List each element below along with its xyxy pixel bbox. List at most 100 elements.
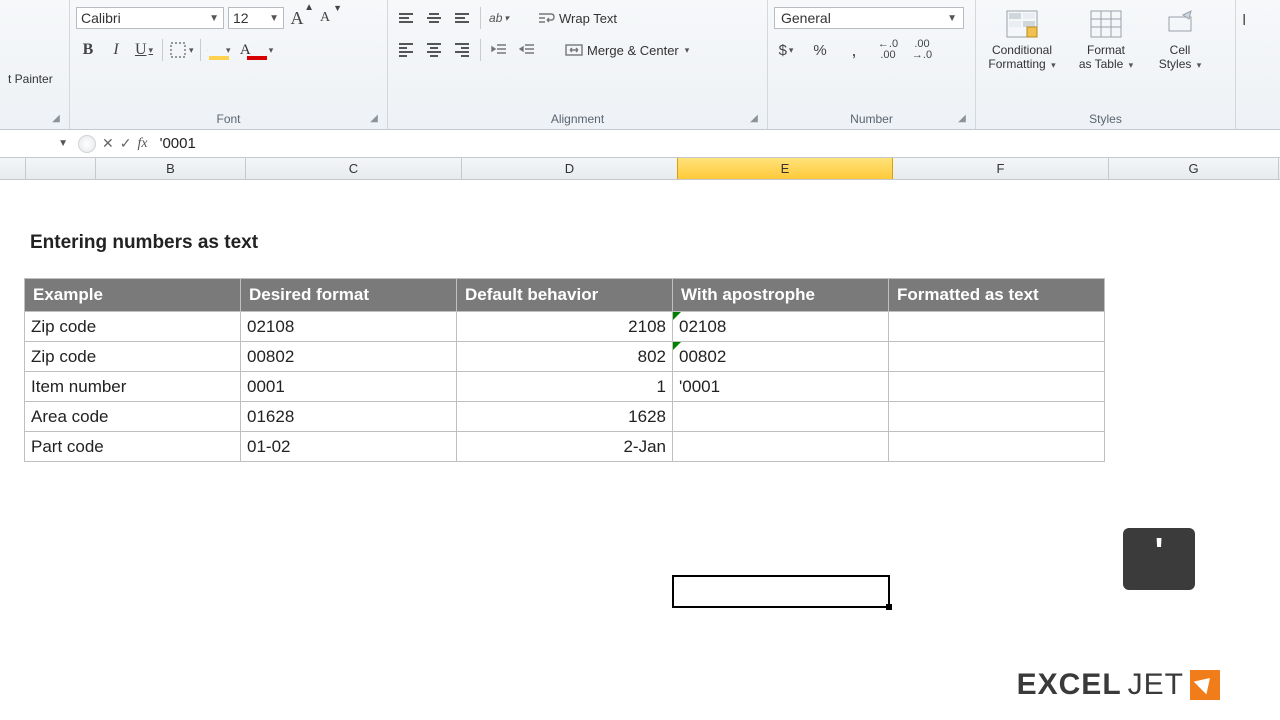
table-cell[interactable]: '0001 bbox=[673, 372, 889, 402]
font-name-value: Calibri bbox=[81, 10, 121, 26]
align-bottom-button[interactable] bbox=[450, 6, 474, 30]
fill-handle[interactable] bbox=[886, 604, 892, 610]
table-cell[interactable]: Zip code bbox=[25, 312, 241, 342]
table-cell[interactable]: 802 bbox=[457, 342, 673, 372]
table-cell[interactable]: Part code bbox=[25, 432, 241, 462]
fill-color-button[interactable]: ▾ bbox=[207, 40, 231, 60]
column-header-D[interactable]: D bbox=[462, 158, 678, 179]
table-cell[interactable] bbox=[889, 372, 1105, 402]
merge-center-button[interactable]: Merge & Center ▾ bbox=[565, 38, 689, 62]
decrease-font-size-button[interactable]: A▼ bbox=[316, 6, 340, 30]
conditional-formatting-button[interactable]: ConditionalFormatting ▾ bbox=[982, 4, 1062, 72]
table-cell[interactable]: 2108 bbox=[457, 312, 673, 342]
alignment-group: ab▾ Wrap Text Merge & Center ▾ bbox=[388, 0, 768, 129]
table-cell[interactable] bbox=[673, 402, 889, 432]
fill-color-swatch bbox=[209, 56, 229, 60]
underline-button[interactable]: U▾ bbox=[132, 38, 156, 62]
format-as-table-icon bbox=[1088, 6, 1124, 42]
table-cell[interactable]: 00802 bbox=[241, 342, 457, 372]
table-cell[interactable]: 02108 bbox=[241, 312, 457, 342]
number-dialog-launcher-icon[interactable]: ◢ bbox=[955, 113, 969, 127]
name-box[interactable]: ▼ bbox=[0, 138, 72, 149]
wrap-text-button[interactable]: Wrap Text bbox=[537, 6, 617, 30]
font-color-button[interactable]: A ▾ bbox=[245, 40, 269, 60]
table-cell[interactable] bbox=[889, 312, 1105, 342]
align-middle-button[interactable] bbox=[422, 6, 446, 30]
wrap-text-label: Wrap Text bbox=[559, 11, 617, 26]
align-left-button[interactable] bbox=[394, 38, 418, 62]
format-painter-label[interactable]: t Painter bbox=[6, 72, 63, 86]
chevron-down-icon[interactable]: ▾ bbox=[685, 45, 690, 56]
table-cell[interactable]: 2-Jan bbox=[457, 432, 673, 462]
worksheet-area[interactable]: Entering numbers as text ExampleDesired … bbox=[0, 180, 1280, 208]
table-cell[interactable]: Zip code bbox=[25, 342, 241, 372]
table-cell[interactable] bbox=[889, 402, 1105, 432]
select-all-corner[interactable] bbox=[0, 158, 26, 179]
table-cell[interactable] bbox=[673, 432, 889, 462]
column-headers: BCDEFG bbox=[0, 158, 1280, 180]
format-as-table-button[interactable]: Formatas Table ▾ bbox=[1066, 4, 1146, 72]
accounting-format-button[interactable]: $▾ bbox=[774, 38, 798, 62]
column-header-E[interactable]: E bbox=[677, 158, 893, 179]
column-header-F[interactable]: F bbox=[893, 158, 1109, 179]
clipboard-dialog-launcher-icon[interactable]: ◢ bbox=[49, 113, 63, 127]
comma-format-button[interactable]: , bbox=[842, 38, 866, 62]
chevron-down-icon[interactable]: ▾ bbox=[269, 45, 274, 56]
table-row: Item number00011'0001 bbox=[25, 372, 1105, 402]
cancel-entry-button[interactable]: ✕ bbox=[102, 135, 114, 152]
table-cell[interactable]: 1628 bbox=[457, 402, 673, 432]
bold-button[interactable]: B bbox=[76, 38, 100, 62]
table-cell[interactable]: Area code bbox=[25, 402, 241, 432]
logo-text-light: JET bbox=[1128, 668, 1184, 702]
increase-decimal-button[interactable]: ←.0.00 bbox=[876, 38, 900, 62]
separator bbox=[200, 39, 201, 61]
orientation-button[interactable]: ab▾ bbox=[487, 6, 511, 30]
number-format-combo[interactable]: General ▼ bbox=[774, 7, 964, 29]
align-top-button[interactable] bbox=[394, 6, 418, 30]
cell-styles-button[interactable]: CellStyles ▾ bbox=[1150, 4, 1210, 72]
chevron-down-icon[interactable]: ▼ bbox=[58, 138, 68, 149]
formula-input[interactable]: '0001 bbox=[154, 135, 1280, 152]
chevron-down-icon[interactable]: ▾ bbox=[226, 45, 231, 56]
borders-button[interactable]: ▾ bbox=[169, 38, 194, 62]
font-group-label: Font bbox=[216, 112, 240, 126]
table-cell[interactable]: 1 bbox=[457, 372, 673, 402]
table-cell[interactable]: 0001 bbox=[241, 372, 457, 402]
table-cell[interactable]: 00802 bbox=[673, 342, 889, 372]
column-header-G[interactable]: G bbox=[1109, 158, 1279, 179]
table-cell[interactable]: 01-02 bbox=[241, 432, 457, 462]
insert-function-button[interactable]: fx bbox=[137, 136, 147, 152]
table-cell[interactable]: Item number bbox=[25, 372, 241, 402]
increase-font-size-button[interactable]: A▲ bbox=[288, 6, 312, 30]
align-right-button[interactable] bbox=[450, 38, 474, 62]
align-center-button[interactable] bbox=[422, 38, 446, 62]
ribbon: t Painter ◢ Calibri ▼ 12 ▼ A▲ A▼ B I U bbox=[0, 0, 1280, 130]
table-cell[interactable] bbox=[889, 432, 1105, 462]
chevron-down-icon[interactable]: ▼ bbox=[947, 13, 957, 24]
alignment-dialog-launcher-icon[interactable]: ◢ bbox=[747, 113, 761, 127]
percent-format-button[interactable]: % bbox=[808, 38, 832, 62]
chevron-down-icon[interactable]: ▼ bbox=[209, 13, 219, 24]
decrease-indent-button[interactable] bbox=[487, 38, 511, 62]
table-cell[interactable] bbox=[889, 342, 1105, 372]
italic-button[interactable]: I bbox=[104, 38, 128, 62]
increase-indent-button[interactable] bbox=[515, 38, 539, 62]
font-dialog-launcher-icon[interactable]: ◢ bbox=[367, 113, 381, 127]
font-name-combo[interactable]: Calibri ▼ bbox=[76, 7, 224, 29]
table-cell[interactable]: 02108 bbox=[673, 312, 889, 342]
chevron-down-icon[interactable]: ▾ bbox=[149, 45, 154, 56]
font-size-combo[interactable]: 12 ▼ bbox=[228, 7, 284, 29]
decrease-decimal-button[interactable]: .00→.0 bbox=[910, 38, 934, 62]
column-header-C[interactable]: C bbox=[246, 158, 462, 179]
column-header-B[interactable]: B bbox=[96, 158, 246, 179]
table-header: With apostrophe bbox=[673, 279, 889, 312]
chevron-down-icon[interactable]: ▼ bbox=[269, 13, 279, 24]
enter-entry-button[interactable]: ✓ bbox=[120, 135, 132, 152]
table-cell[interactable]: 01628 bbox=[241, 402, 457, 432]
table-row: Part code01-022-Jan bbox=[25, 432, 1105, 462]
table-row: Zip code02108210802108 bbox=[25, 312, 1105, 342]
text-indicator-icon bbox=[673, 312, 681, 320]
select-all-corner[interactable] bbox=[26, 158, 96, 179]
chevron-down-icon[interactable]: ▾ bbox=[189, 45, 194, 56]
table-header: Desired format bbox=[241, 279, 457, 312]
